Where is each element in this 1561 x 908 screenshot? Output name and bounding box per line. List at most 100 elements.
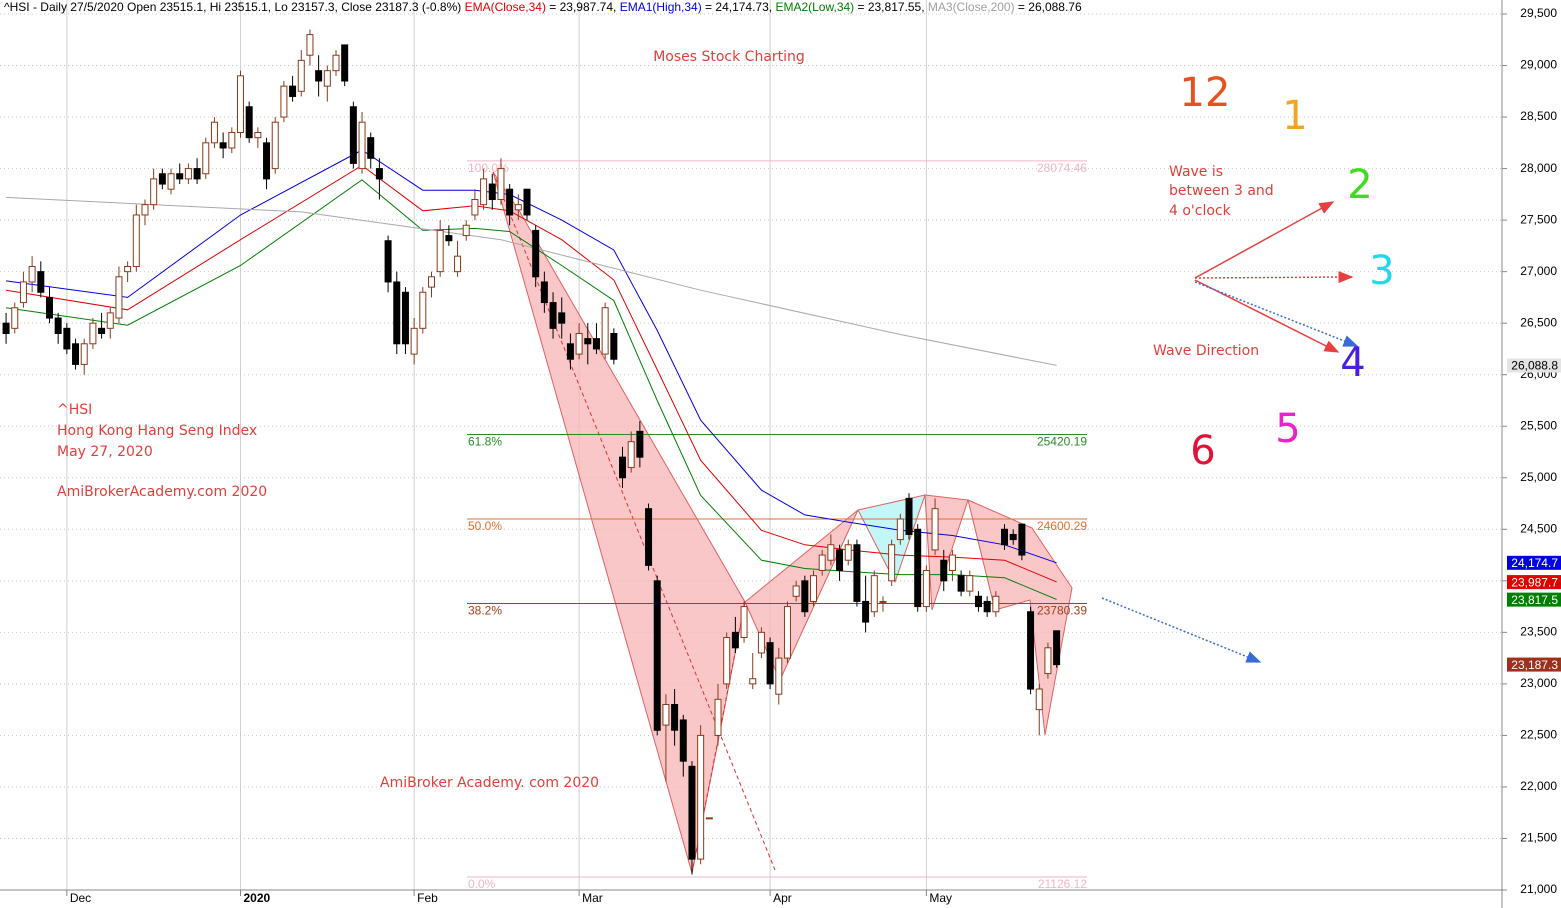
annotation: Wave Direction [1153, 343, 1259, 359]
candle-body [532, 229, 540, 278]
candle-body [471, 199, 479, 216]
fib-value-label: 28074.46 [1037, 161, 1087, 175]
candle-body [714, 698, 722, 736]
x-tick-label: 2020 [243, 891, 270, 905]
clock-number: 12 [1180, 70, 1231, 116]
header-part: ^HSI - Daily 27/5/2020 Open 23515.1, Hi … [4, 0, 465, 14]
candle-body [228, 132, 236, 149]
candle-body [1001, 528, 1009, 546]
price-tag-label: 23,987.7 [1511, 575, 1558, 589]
candle-body [54, 317, 62, 334]
candle-body [480, 178, 488, 206]
indicator-line [6, 196, 1057, 366]
candle-body [419, 291, 427, 329]
clock-number: 6 [1190, 428, 1215, 474]
candle-body [141, 204, 149, 216]
header-part: MA3(Close,200) [928, 0, 1015, 14]
candle-body [940, 559, 948, 582]
annotation: ^HSI [57, 402, 92, 418]
candle-body [367, 137, 375, 159]
candle-body [783, 606, 791, 659]
candle-body [731, 631, 739, 649]
candle-body [775, 657, 783, 695]
candle-body [523, 188, 531, 216]
annotation: AmiBroker Academy. com 2020 [380, 775, 599, 791]
annotation: Hong Kong Hang Seng Index [57, 423, 257, 439]
fib-ratio-label: 38.2% [468, 604, 502, 618]
annotation: Wave is [1169, 164, 1223, 180]
candle-body [636, 430, 644, 458]
price-tag [1507, 657, 1561, 672]
candle-body [740, 606, 748, 639]
candle-body [575, 332, 583, 355]
candle-body [427, 276, 435, 288]
candle-body [271, 121, 279, 170]
header-part: = 23,987.74, [546, 0, 620, 14]
arrow [1194, 281, 1359, 347]
header-part: EMA2(Low,34) [775, 0, 854, 14]
candle-body [992, 595, 1000, 613]
candle-body [158, 173, 166, 185]
candle-body [306, 34, 314, 56]
y-tick-label: 22,000 [1520, 779, 1557, 793]
fib-value-label: 24600.29 [1037, 519, 1087, 533]
y-tick-label: 29,500 [1520, 6, 1557, 20]
price-tag-label: 23,187.3 [1511, 658, 1558, 672]
candle-body [132, 214, 140, 267]
annotation: 4 o'clock [1169, 203, 1232, 219]
y-tick-label: 25,500 [1520, 418, 1557, 432]
candle-body [254, 132, 262, 139]
y-tick-label: 24,500 [1520, 521, 1557, 535]
candle-body [341, 44, 349, 82]
annotation: May 27, 2020 [57, 444, 153, 460]
candle-body [653, 580, 661, 731]
candle-body [176, 173, 184, 180]
candle-body [896, 518, 904, 541]
clock-number: 5 [1275, 406, 1300, 452]
y-tick-label: 26,500 [1520, 315, 1557, 329]
candle-body [905, 497, 913, 535]
candle-body [445, 235, 453, 242]
candle-body [297, 59, 305, 92]
candle-body [401, 291, 409, 345]
candle-body [983, 600, 991, 613]
candle-body [393, 281, 401, 345]
candle-body [601, 307, 609, 355]
price-tag-label: 26,088.8 [1511, 359, 1558, 373]
candle-body [514, 204, 522, 211]
candle-body [749, 678, 757, 685]
candle-body [566, 343, 574, 360]
fib-value-label: 21126.12 [1038, 877, 1087, 891]
candle-body [462, 224, 470, 237]
clock-number: 4 [1340, 340, 1365, 386]
candle-body [115, 276, 123, 319]
candle-body [810, 575, 818, 602]
y-tick-label: 23,000 [1520, 676, 1557, 690]
y-tick-label: 23,500 [1520, 625, 1557, 639]
fib-value-label: 25420.19 [1037, 435, 1087, 449]
candle-body [610, 332, 618, 360]
candle-body [792, 585, 800, 597]
candle-body [436, 229, 444, 273]
fib-ratio-label: 0.0% [468, 877, 496, 891]
arrow [1101, 597, 1262, 663]
annotation: between 3 and [1169, 183, 1274, 199]
arrow [1194, 271, 1354, 284]
candle-body [150, 178, 158, 206]
annotation: Moses Stock Charting [653, 49, 805, 65]
y-tick-label: 25,000 [1520, 470, 1557, 484]
candle-body [349, 106, 357, 164]
candle-body [705, 817, 713, 820]
candle-body [558, 312, 566, 324]
candle-body [974, 595, 982, 608]
candle-body [827, 544, 835, 561]
y-tick-label: 28,500 [1520, 109, 1557, 123]
x-tick-label: Mar [582, 891, 603, 905]
candle-body [202, 142, 210, 175]
candle-body [540, 281, 548, 304]
candle-body [549, 302, 557, 329]
candle-body [862, 600, 870, 623]
candle-body [2, 322, 10, 334]
candle-body [645, 508, 653, 566]
candle-body [45, 296, 53, 319]
